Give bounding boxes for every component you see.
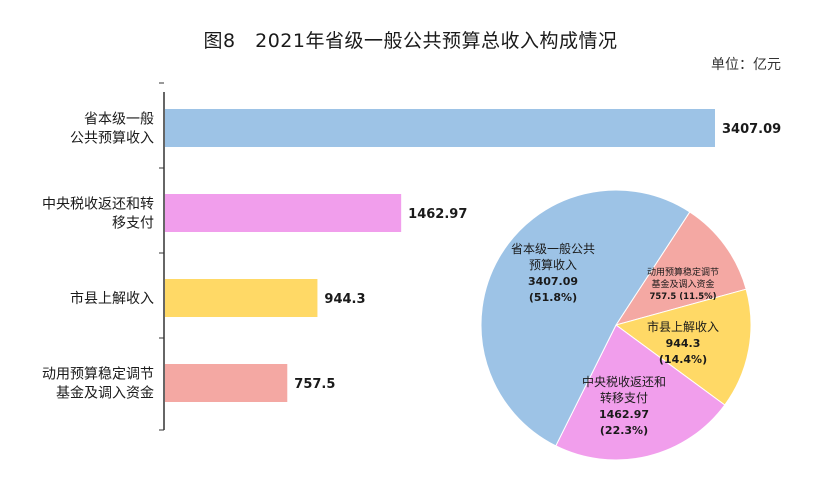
pie-percent-label: (14.4%) bbox=[659, 353, 707, 366]
bar-2 bbox=[165, 279, 318, 317]
bar-chart: 3407.09省本级一般公共预算收入1462.97中央税收返还和转移支付944.… bbox=[42, 82, 781, 431]
bar-category-label: 动用预算稳定调节 bbox=[42, 367, 154, 383]
pie-value-label: 3407.09 bbox=[528, 275, 578, 288]
pie-slice-2 bbox=[614, 288, 752, 406]
bar-3 bbox=[165, 364, 288, 402]
bar-category-label: 省本级一般 bbox=[84, 112, 154, 128]
pie-slice-1 bbox=[614, 211, 747, 326]
bar-value-label: 944.3 bbox=[324, 292, 365, 307]
pie-label: 动用预算稳定调节 bbox=[647, 266, 719, 278]
pie-label: 市县上解收入 bbox=[647, 319, 719, 334]
bar-category-label: 基金及调入资金 bbox=[56, 385, 154, 402]
bar-0 bbox=[165, 109, 715, 147]
bar-value-label: 1462.97 bbox=[408, 207, 467, 222]
pie-label: 基金及调入资金 bbox=[651, 278, 714, 290]
pie-value-label: 944.3 bbox=[666, 337, 701, 350]
pie-value-label: 1462.97 bbox=[599, 408, 649, 421]
unit-label: 单位：亿元 bbox=[711, 57, 781, 73]
pie-label: 省本级一般公共 bbox=[511, 241, 595, 256]
chart-title: 图8 2021年省级一般公共预算总收入构成情况 bbox=[203, 30, 618, 52]
bar-category-label: 公共预算收入 bbox=[70, 131, 154, 147]
pie-percent-label: (51.8%) bbox=[529, 291, 577, 304]
pie-value-label: 757.5 (11.5%) bbox=[649, 292, 716, 302]
bar-category-label: 市县上解收入 bbox=[70, 290, 154, 307]
pie-percent-label: (22.3%) bbox=[600, 424, 648, 437]
bar-category-label: 移支付 bbox=[112, 216, 154, 232]
bar-value-label: 757.5 bbox=[294, 377, 335, 392]
bar-1 bbox=[165, 194, 402, 232]
pie-label: 预算收入 bbox=[529, 257, 577, 272]
pie-label: 转移支付 bbox=[600, 390, 648, 405]
pie-slice-3 bbox=[555, 324, 726, 461]
bar-category-label: 中央税收返还和转 bbox=[42, 197, 154, 213]
pie-slice-0 bbox=[480, 189, 691, 447]
pie-label: 中央税收返还和 bbox=[582, 374, 666, 389]
bar-value-label: 3407.09 bbox=[722, 122, 781, 137]
